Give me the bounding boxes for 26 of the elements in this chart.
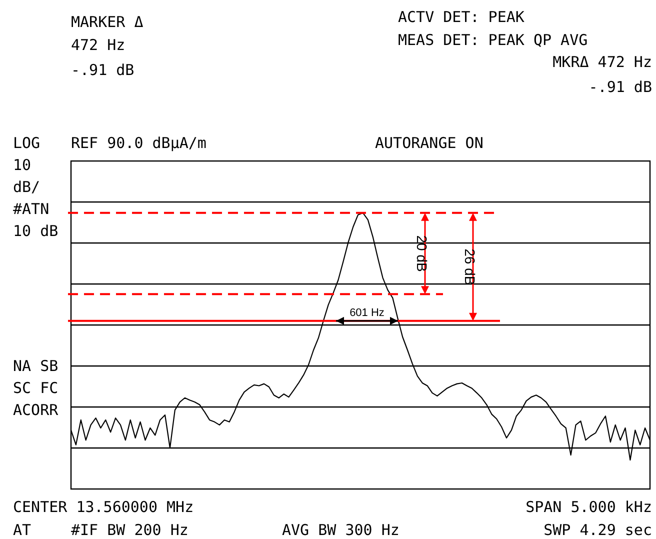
text: 10 dB: [13, 222, 58, 240]
text: AT: [13, 521, 32, 539]
text: SC FC: [13, 379, 58, 397]
text: ACORR: [13, 401, 60, 419]
text: CENTER 13.560000 MHz: [13, 498, 194, 516]
text: MKRΔ 472 Hz: [552, 53, 652, 71]
text: LOG: [13, 134, 40, 152]
annotation: 26 dB: [462, 248, 478, 286]
text: -.91 dB: [71, 61, 134, 79]
text: SWP 4.29 sec: [544, 521, 652, 539]
annotation: 601 Hz: [350, 306, 384, 319]
text: MARKER Δ: [71, 13, 144, 31]
text: ACTV DET: PEAK: [398, 8, 524, 26]
text: AVG BW 300 Hz: [282, 521, 400, 539]
text: MEAS DET: PEAK QP AVG: [398, 31, 588, 49]
annotation: 20 dB: [414, 235, 430, 272]
text: dB/: [13, 178, 40, 196]
text: #IF BW 200 Hz: [71, 521, 188, 539]
text: 472 Hz: [71, 36, 126, 54]
text: SPAN 5.000 kHz: [526, 498, 652, 516]
text: -.91 dB: [588, 78, 652, 96]
text: AUTORANGE ON: [375, 134, 484, 152]
text: 10: [13, 156, 32, 174]
text: REF 90.0 dBμA/m: [71, 134, 206, 152]
text: #ATN: [13, 200, 50, 218]
text: NA SB: [13, 357, 58, 375]
